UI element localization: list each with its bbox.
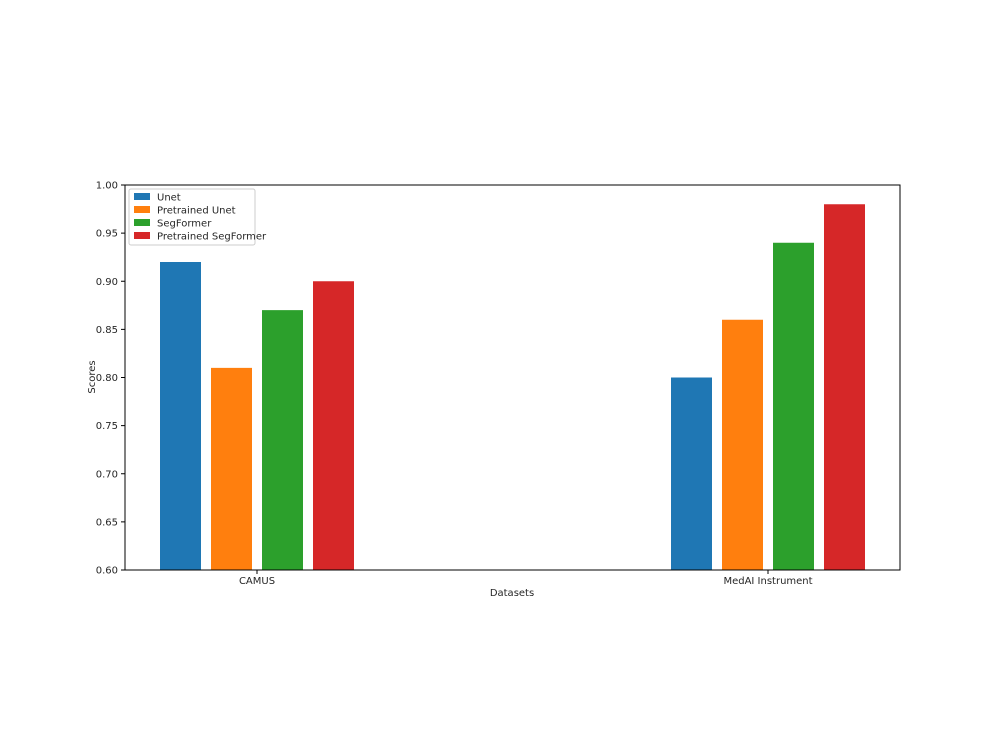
y-axis: 0.60 0.65 0.70 0.75 0.80 0.85 0.90 0.95 1.00 bbox=[96, 181, 125, 577]
y-tick-label: 0.65 bbox=[96, 517, 118, 528]
bar-segformer bbox=[773, 242, 814, 570]
y-tick-label: 0.75 bbox=[96, 421, 118, 432]
y-tick-label: 1.00 bbox=[96, 181, 118, 192]
legend-label: SegFormer bbox=[157, 219, 212, 230]
y-axis-label: Scores bbox=[87, 360, 98, 393]
legend: Unet Pretrained Unet SegFormer Pretrained S… bbox=[128, 188, 267, 246]
y-tick-label: 0.90 bbox=[96, 277, 118, 288]
bar-pretrained-unet bbox=[211, 367, 252, 570]
legend-swatch bbox=[134, 193, 150, 200]
bar-unet bbox=[671, 377, 712, 570]
legend-swatch bbox=[134, 232, 150, 239]
legend-swatch bbox=[134, 219, 150, 226]
x-tick-label: CAMUS bbox=[239, 576, 275, 587]
x-tick-label: MedAI Instrument bbox=[723, 576, 812, 587]
y-tick-label: 0.80 bbox=[96, 373, 118, 384]
bar-pretrained-segformer bbox=[824, 204, 865, 570]
legend-label: Pretrained SegFormer bbox=[157, 232, 267, 243]
legend-swatch bbox=[134, 206, 150, 213]
plot-frame bbox=[124, 184, 901, 571]
bar-segformer bbox=[262, 310, 303, 570]
y-tick-label: 0.95 bbox=[96, 229, 118, 240]
bar-unet bbox=[160, 262, 201, 570]
bar-pretrained-unet bbox=[722, 319, 763, 570]
x-axis: CAMUS MedAI Instrument bbox=[239, 570, 813, 587]
bars-group bbox=[160, 204, 865, 570]
legend-label: Unet bbox=[157, 193, 181, 204]
y-tick-label: 0.85 bbox=[96, 325, 118, 336]
bar-pretrained-segformer bbox=[313, 281, 354, 570]
y-tick-label: 0.70 bbox=[96, 469, 118, 480]
x-axis-label: Datasets bbox=[490, 588, 534, 599]
legend-box bbox=[128, 188, 256, 246]
legend-label: Pretrained Unet bbox=[157, 206, 236, 217]
y-tick-label: 0.60 bbox=[96, 566, 118, 577]
